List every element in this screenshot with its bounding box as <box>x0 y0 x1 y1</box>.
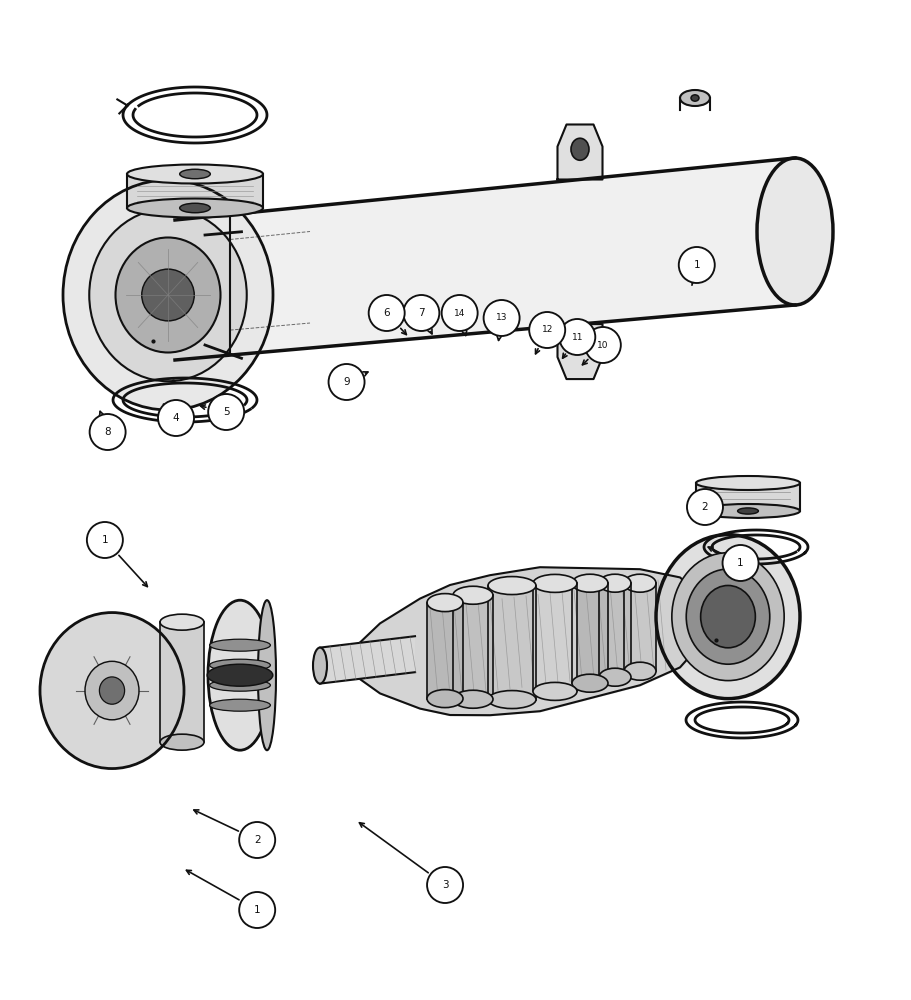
Ellipse shape <box>210 659 270 671</box>
Ellipse shape <box>312 648 327 684</box>
Ellipse shape <box>127 198 262 218</box>
Ellipse shape <box>487 577 536 595</box>
Polygon shape <box>557 124 602 180</box>
Ellipse shape <box>179 169 210 179</box>
Circle shape <box>558 319 595 355</box>
Text: 5: 5 <box>222 407 230 417</box>
Ellipse shape <box>159 734 204 750</box>
Text: 6: 6 <box>383 308 390 318</box>
Polygon shape <box>623 583 655 671</box>
Ellipse shape <box>691 95 698 101</box>
Circle shape <box>239 892 275 928</box>
Ellipse shape <box>208 600 271 750</box>
Ellipse shape <box>179 203 210 213</box>
Text: 1: 1 <box>253 905 261 915</box>
Ellipse shape <box>599 668 630 686</box>
Circle shape <box>158 400 194 436</box>
Polygon shape <box>532 583 577 691</box>
Ellipse shape <box>210 679 270 691</box>
Circle shape <box>722 545 758 581</box>
Ellipse shape <box>99 677 125 704</box>
Circle shape <box>426 867 463 903</box>
Polygon shape <box>175 158 794 360</box>
Ellipse shape <box>700 585 754 648</box>
Text: 12: 12 <box>541 326 552 334</box>
Polygon shape <box>205 232 241 358</box>
Circle shape <box>328 364 364 400</box>
Circle shape <box>403 295 439 331</box>
Ellipse shape <box>623 662 655 680</box>
Ellipse shape <box>571 574 608 592</box>
Ellipse shape <box>570 138 589 160</box>
Circle shape <box>483 300 519 336</box>
Polygon shape <box>127 174 262 208</box>
Ellipse shape <box>671 553 783 681</box>
Text: 8: 8 <box>104 427 111 437</box>
Text: 11: 11 <box>571 332 582 342</box>
Text: 10: 10 <box>597 340 608 350</box>
Ellipse shape <box>571 674 608 692</box>
Ellipse shape <box>453 586 493 604</box>
Ellipse shape <box>89 209 247 381</box>
Ellipse shape <box>63 180 272 410</box>
Ellipse shape <box>655 535 799 699</box>
Circle shape <box>441 295 477 331</box>
Ellipse shape <box>127 164 262 184</box>
Ellipse shape <box>210 699 270 711</box>
Text: 4: 4 <box>172 413 179 423</box>
Text: 2: 2 <box>253 835 261 845</box>
Circle shape <box>208 394 244 430</box>
Ellipse shape <box>695 476 799 490</box>
Polygon shape <box>426 603 463 699</box>
Text: 1: 1 <box>692 260 700 270</box>
Ellipse shape <box>453 690 493 708</box>
Ellipse shape <box>685 569 769 664</box>
Circle shape <box>686 489 722 525</box>
Ellipse shape <box>258 600 276 750</box>
Text: 14: 14 <box>454 308 465 318</box>
Ellipse shape <box>680 90 710 106</box>
Circle shape <box>678 247 714 283</box>
Circle shape <box>239 822 275 858</box>
Ellipse shape <box>116 237 220 353</box>
Ellipse shape <box>532 682 577 700</box>
Circle shape <box>528 312 565 348</box>
Ellipse shape <box>210 639 270 651</box>
Polygon shape <box>487 586 536 700</box>
Ellipse shape <box>426 594 463 612</box>
Ellipse shape <box>487 691 536 709</box>
Ellipse shape <box>695 504 799 518</box>
Text: 3: 3 <box>441 880 448 890</box>
Polygon shape <box>571 583 608 683</box>
Ellipse shape <box>40 613 184 769</box>
Text: 13: 13 <box>496 314 507 322</box>
Polygon shape <box>159 622 204 742</box>
Text: 1: 1 <box>736 558 743 568</box>
Ellipse shape <box>207 664 272 686</box>
Ellipse shape <box>159 614 204 630</box>
Text: 7: 7 <box>417 308 425 318</box>
Polygon shape <box>453 595 493 699</box>
Polygon shape <box>695 483 799 511</box>
Circle shape <box>584 327 620 363</box>
Ellipse shape <box>426 690 463 708</box>
Polygon shape <box>320 636 415 684</box>
Ellipse shape <box>756 158 832 305</box>
Polygon shape <box>599 583 630 677</box>
Ellipse shape <box>737 508 758 514</box>
Circle shape <box>89 414 126 450</box>
Circle shape <box>368 295 404 331</box>
Text: 2: 2 <box>701 502 708 512</box>
Ellipse shape <box>85 661 138 720</box>
Circle shape <box>87 522 123 558</box>
Ellipse shape <box>599 574 630 592</box>
Text: 1: 1 <box>101 535 108 545</box>
Ellipse shape <box>623 574 655 592</box>
Text: 9: 9 <box>343 377 350 387</box>
Ellipse shape <box>141 269 194 321</box>
Ellipse shape <box>532 574 577 592</box>
Polygon shape <box>557 324 602 379</box>
